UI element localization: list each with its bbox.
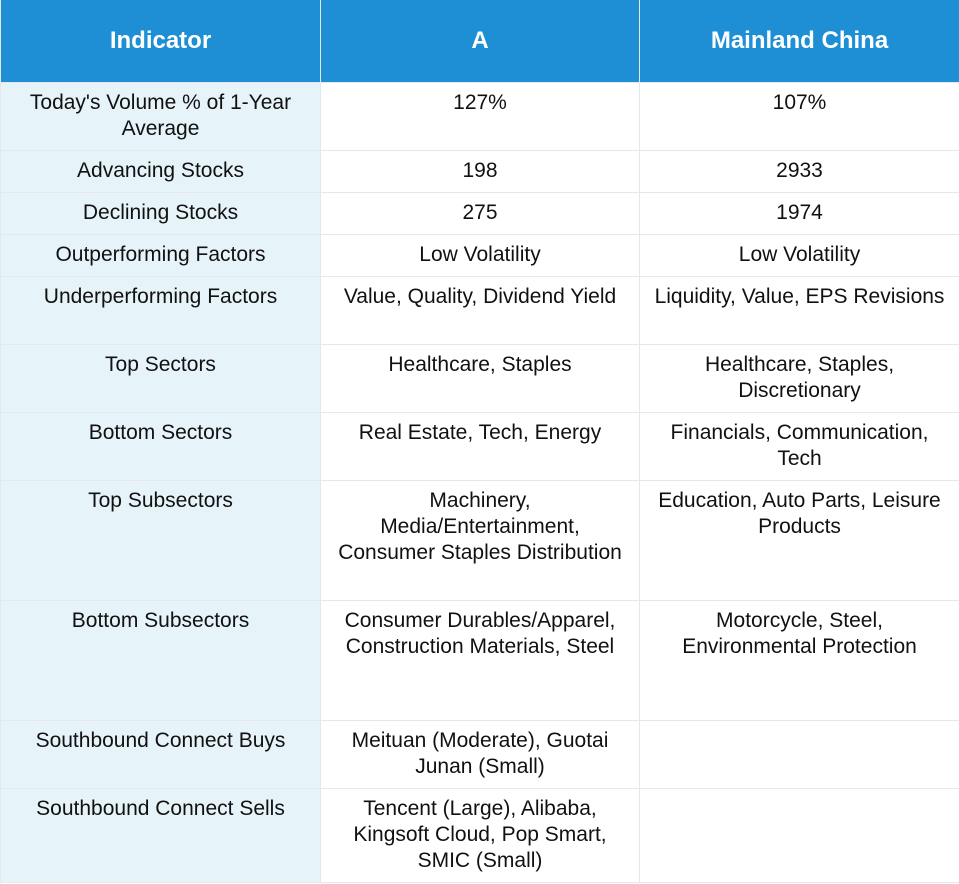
- table-row: Top Subsectors Machinery, Media/Entertai…: [0, 480, 959, 601]
- mainland-value-cell: Healthcare, Staples, Discretionary: [639, 344, 959, 413]
- indicator-cell: Advancing Stocks: [0, 150, 321, 193]
- a-value-cell: Value, Quality, Dividend Yield: [320, 276, 640, 345]
- header-indicator: Indicator: [0, 0, 321, 83]
- a-value-cell: 275: [320, 192, 640, 235]
- indicator-cell: Southbound Connect Sells: [0, 788, 321, 883]
- mainland-value-cell: Financials, Communication, Tech: [639, 412, 959, 481]
- header-mainland-china: Mainland China: [639, 0, 959, 83]
- indicator-cell: Top Sectors: [0, 344, 321, 413]
- mainland-value-cell: 2933: [639, 150, 959, 193]
- header-row: Indicator A Mainland China: [0, 0, 959, 83]
- a-value-cell: Consumer Durables/Apparel, Construction …: [320, 600, 640, 721]
- indicator-cell: Today's Volume % of 1-Year Average: [0, 82, 321, 151]
- header-a: A: [320, 0, 640, 83]
- table-row: Bottom Sectors Real Estate, Tech, Energy…: [0, 412, 959, 481]
- indicator-cell: Bottom Sectors: [0, 412, 321, 481]
- table-row: Top Sectors Healthcare, Staples Healthca…: [0, 344, 959, 413]
- indicator-cell: Outperforming Factors: [0, 234, 321, 277]
- a-value-cell: Low Volatility: [320, 234, 640, 277]
- table-row: Today's Volume % of 1-Year Average 127% …: [0, 82, 959, 151]
- a-value-cell: Healthcare, Staples: [320, 344, 640, 413]
- table-row: Outperforming Factors Low Volatility Low…: [0, 234, 959, 277]
- indicator-cell: Bottom Subsectors: [0, 600, 321, 721]
- mainland-value-cell: Education, Auto Parts, Leisure Products: [639, 480, 959, 601]
- indicator-cell: Declining Stocks: [0, 192, 321, 235]
- mainland-value-cell: Low Volatility: [639, 234, 959, 277]
- mainland-value-cell: [639, 720, 959, 789]
- a-value-cell: 127%: [320, 82, 640, 151]
- a-value-cell: Real Estate, Tech, Energy: [320, 412, 640, 481]
- table-row: Southbound Connect Sells Tencent (Large)…: [0, 788, 959, 883]
- table-row: Advancing Stocks 198 2933: [0, 150, 959, 193]
- mainland-value-cell: [639, 788, 959, 883]
- a-value-cell: Tencent (Large), Alibaba, Kingsoft Cloud…: [320, 788, 640, 883]
- table-row: Underperforming Factors Value, Quality, …: [0, 276, 959, 345]
- table-row: Southbound Connect Buys Meituan (Moderat…: [0, 720, 959, 789]
- mainland-value-cell: 1974: [639, 192, 959, 235]
- indicator-cell: Southbound Connect Buys: [0, 720, 321, 789]
- table-row: Bottom Subsectors Consumer Durables/Appa…: [0, 600, 959, 721]
- mainland-value-cell: Liquidity, Value, EPS Revisions: [639, 276, 959, 345]
- a-value-cell: 198: [320, 150, 640, 193]
- mainland-value-cell: Motorcycle, Steel, Environmental Protect…: [639, 600, 959, 721]
- indicator-cell: Underperforming Factors: [0, 276, 321, 345]
- a-value-cell: Machinery, Media/Entertainment, Consumer…: [320, 480, 640, 601]
- a-value-cell: Meituan (Moderate), Guotai Junan (Small): [320, 720, 640, 789]
- table-row: Declining Stocks 275 1974: [0, 192, 959, 235]
- indicator-cell: Top Subsectors: [0, 480, 321, 601]
- mainland-value-cell: 107%: [639, 82, 959, 151]
